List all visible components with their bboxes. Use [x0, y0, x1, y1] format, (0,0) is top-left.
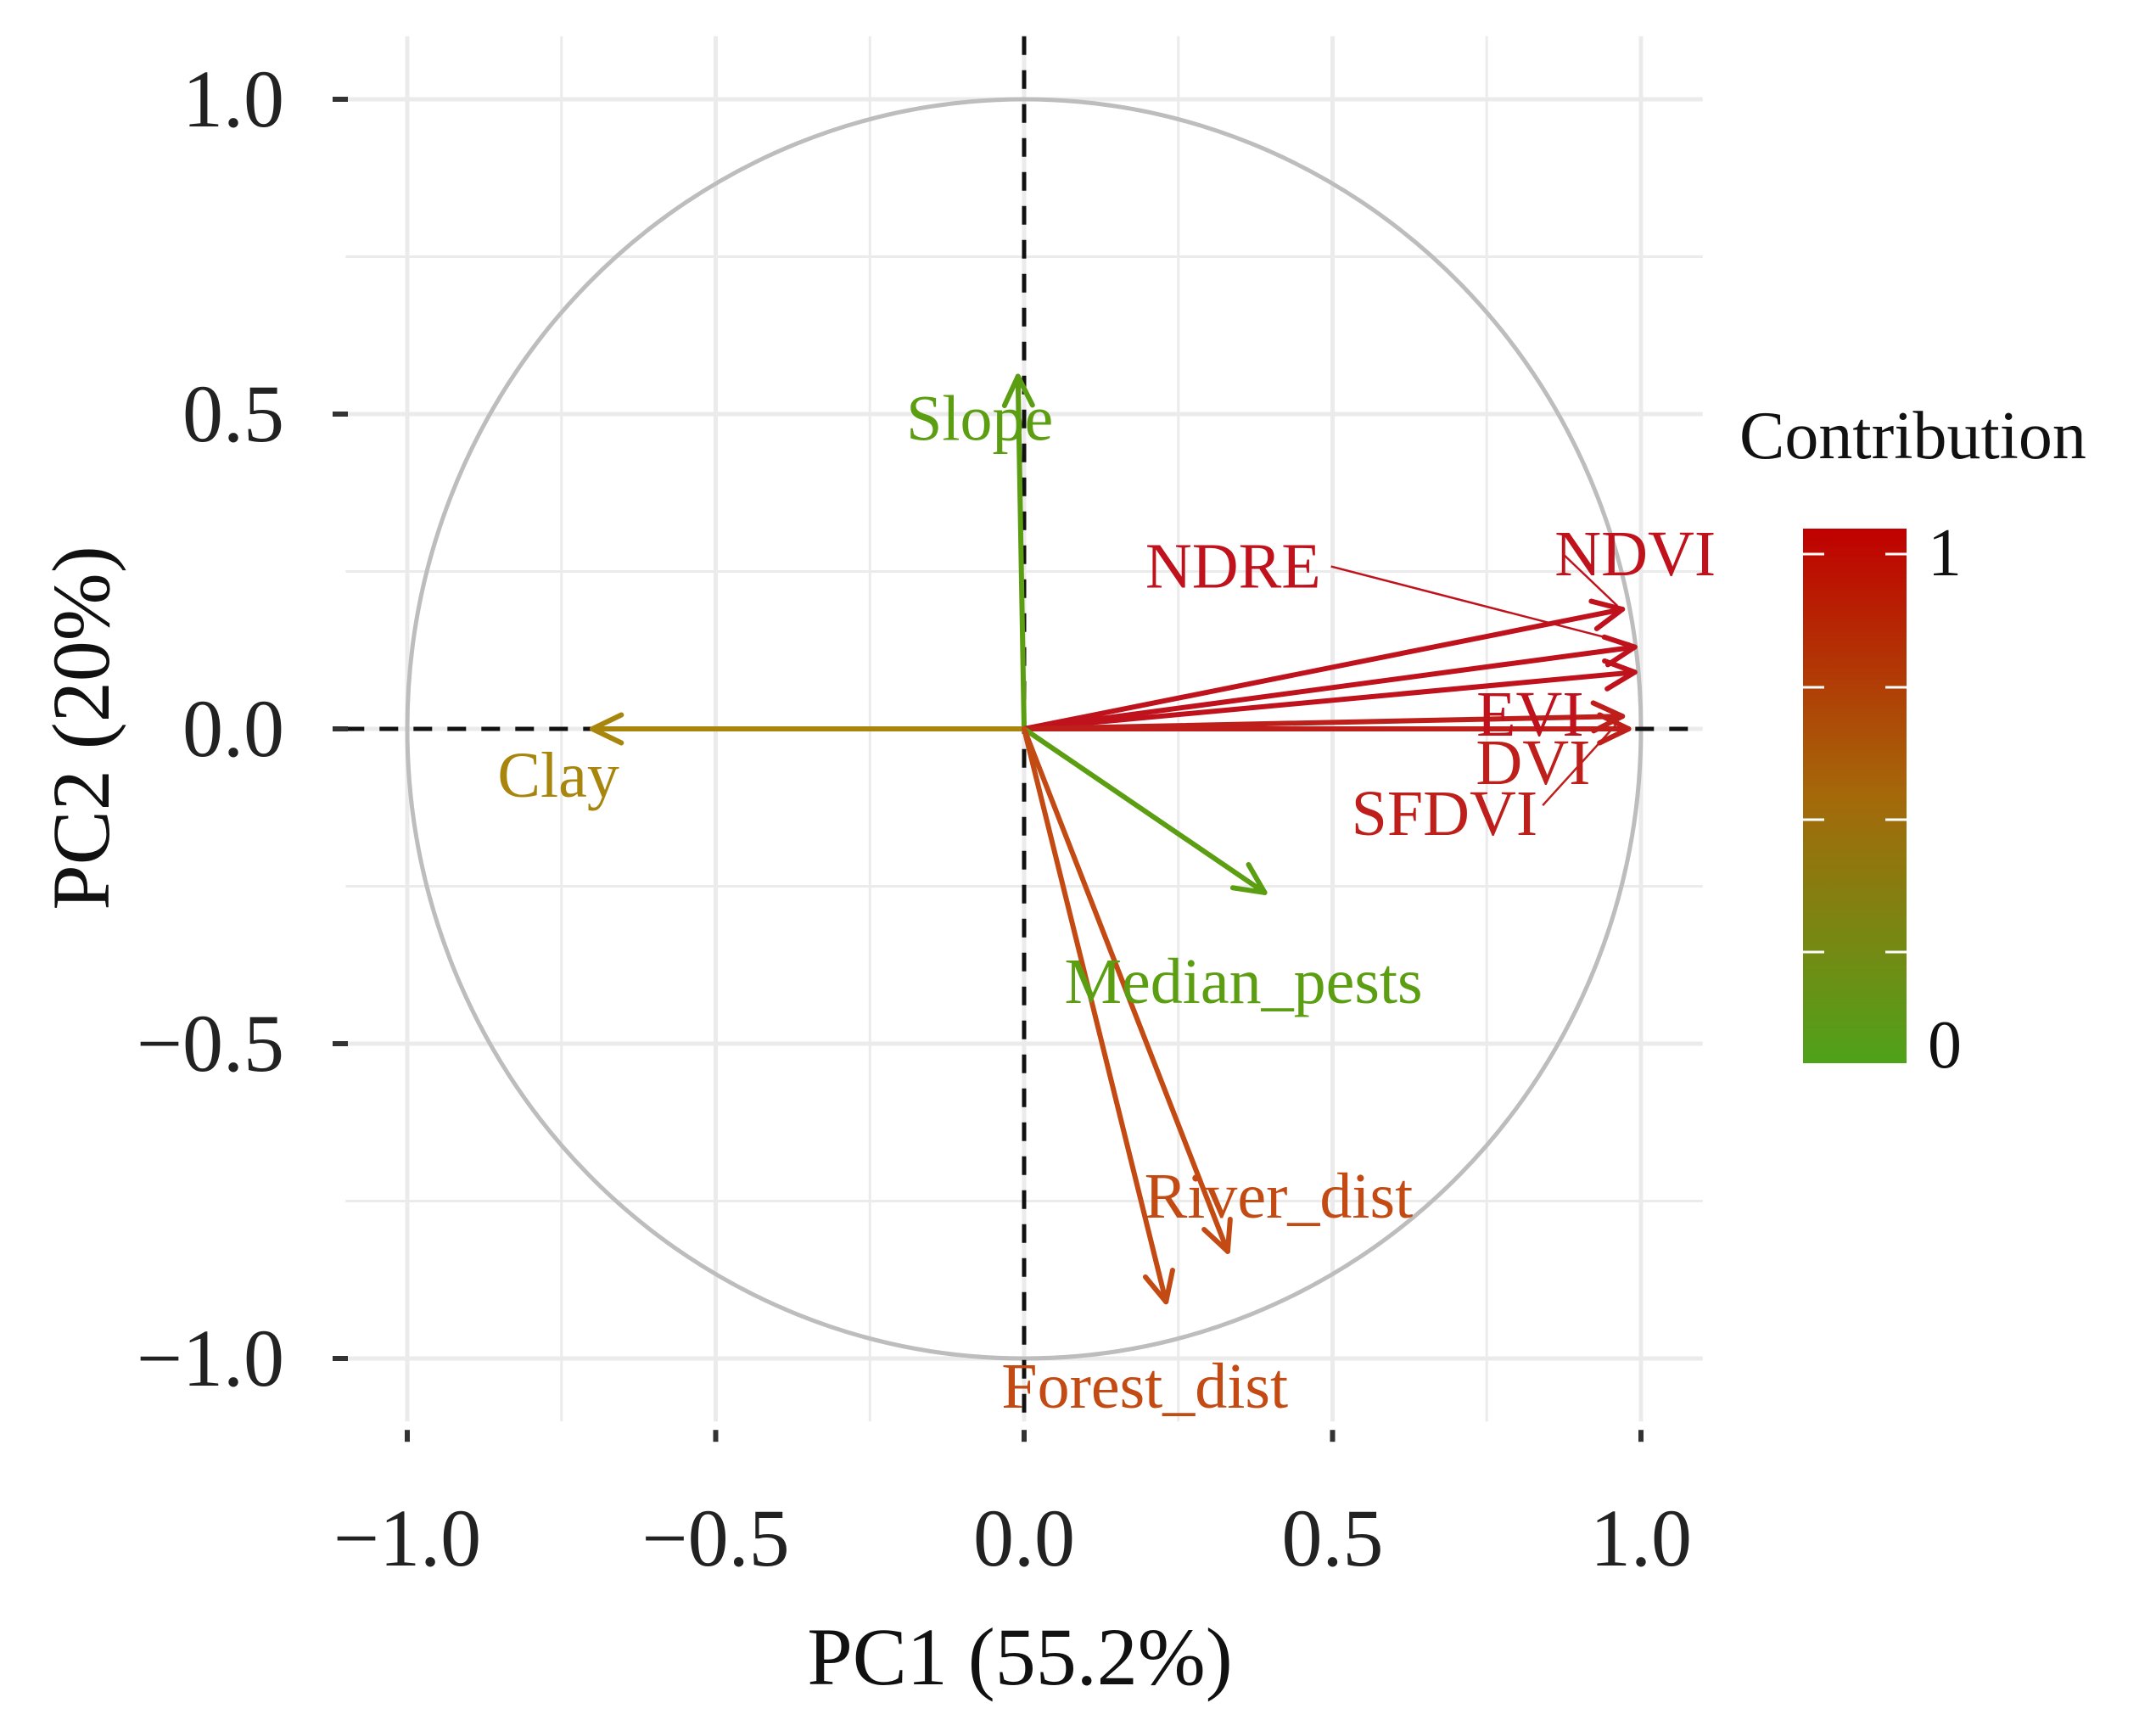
arrow-ndvi — [1022, 607, 1626, 731]
legend-max-label: 1 — [1928, 516, 1962, 591]
arrow-median-pests — [1022, 726, 1268, 895]
label-forest-dist: Forest_dist — [1001, 1351, 1288, 1422]
arrowhead-sfdvi — [1590, 700, 1626, 734]
arrowhead-evi — [1602, 658, 1638, 692]
variable-arrows — [590, 373, 1638, 1305]
x-axis-title: PC1 (55.2%) — [807, 1611, 1232, 1702]
x-tick-label: 0.0 — [973, 1493, 1075, 1583]
label-clay: Clay — [497, 740, 619, 811]
arrowhead-median-pests — [1229, 862, 1268, 895]
leader-line-ndre — [1330, 565, 1631, 645]
arrowhead-forest-dist — [1142, 1268, 1175, 1305]
arrow-slope — [1015, 373, 1027, 731]
arrowhead-slope — [1001, 373, 1035, 408]
y-tick-label: 0.0 — [182, 683, 284, 774]
arrowhead-clay — [590, 712, 624, 746]
x-tick-label: 0.5 — [1282, 1493, 1384, 1583]
x-tick-label: 1.0 — [1590, 1493, 1692, 1583]
x-tick-label: −0.5 — [641, 1493, 789, 1583]
y-tick-label: 0.5 — [182, 368, 284, 459]
label-median-pests: Median_pests — [1064, 946, 1422, 1017]
label-slope: Slope — [906, 383, 1053, 454]
label-river-dist: River_dist — [1145, 1161, 1414, 1232]
label-evi: EVI — [1476, 679, 1584, 750]
label-dvi: DVI — [1476, 727, 1590, 798]
label-ndvi: NDVI — [1554, 518, 1716, 590]
y-tick-label: −0.5 — [137, 998, 284, 1089]
label-ndre: NDRE — [1145, 531, 1321, 602]
y-axis-title: PC2 (20%) — [36, 546, 126, 910]
axes: −1.0 −0.5 0.0 0.5 1.0 −1.0 −0.5 0.0 0.5 1.0 — [137, 53, 1692, 1583]
legend-colorbar — [1803, 529, 1907, 1063]
y-tick-label: 1.0 — [182, 53, 284, 144]
leader-line-sfdvi — [1542, 722, 1619, 806]
arrowhead-river-dist — [1201, 1216, 1233, 1254]
arrow-forest-dist — [1022, 726, 1169, 1305]
legend-title: Contribution — [1739, 399, 2086, 473]
arrow-river-dist — [1022, 726, 1230, 1254]
legend-min-label: 0 — [1928, 1008, 1962, 1083]
arrowhead-ndvi — [1588, 598, 1626, 631]
leader-line-ndvi — [1562, 553, 1619, 607]
label-sfdvi: SFDVI — [1352, 778, 1538, 849]
x-tick-label: −1.0 — [333, 1493, 481, 1583]
arrow-ndre — [1022, 644, 1638, 731]
arrowhead-dvi — [1597, 712, 1632, 746]
arrow-sfdvi — [1022, 714, 1626, 731]
legend: Contribution 1 0 — [1739, 399, 2086, 1083]
y-tick-label: −1.0 — [137, 1313, 284, 1403]
arrow-evi — [1022, 669, 1638, 731]
